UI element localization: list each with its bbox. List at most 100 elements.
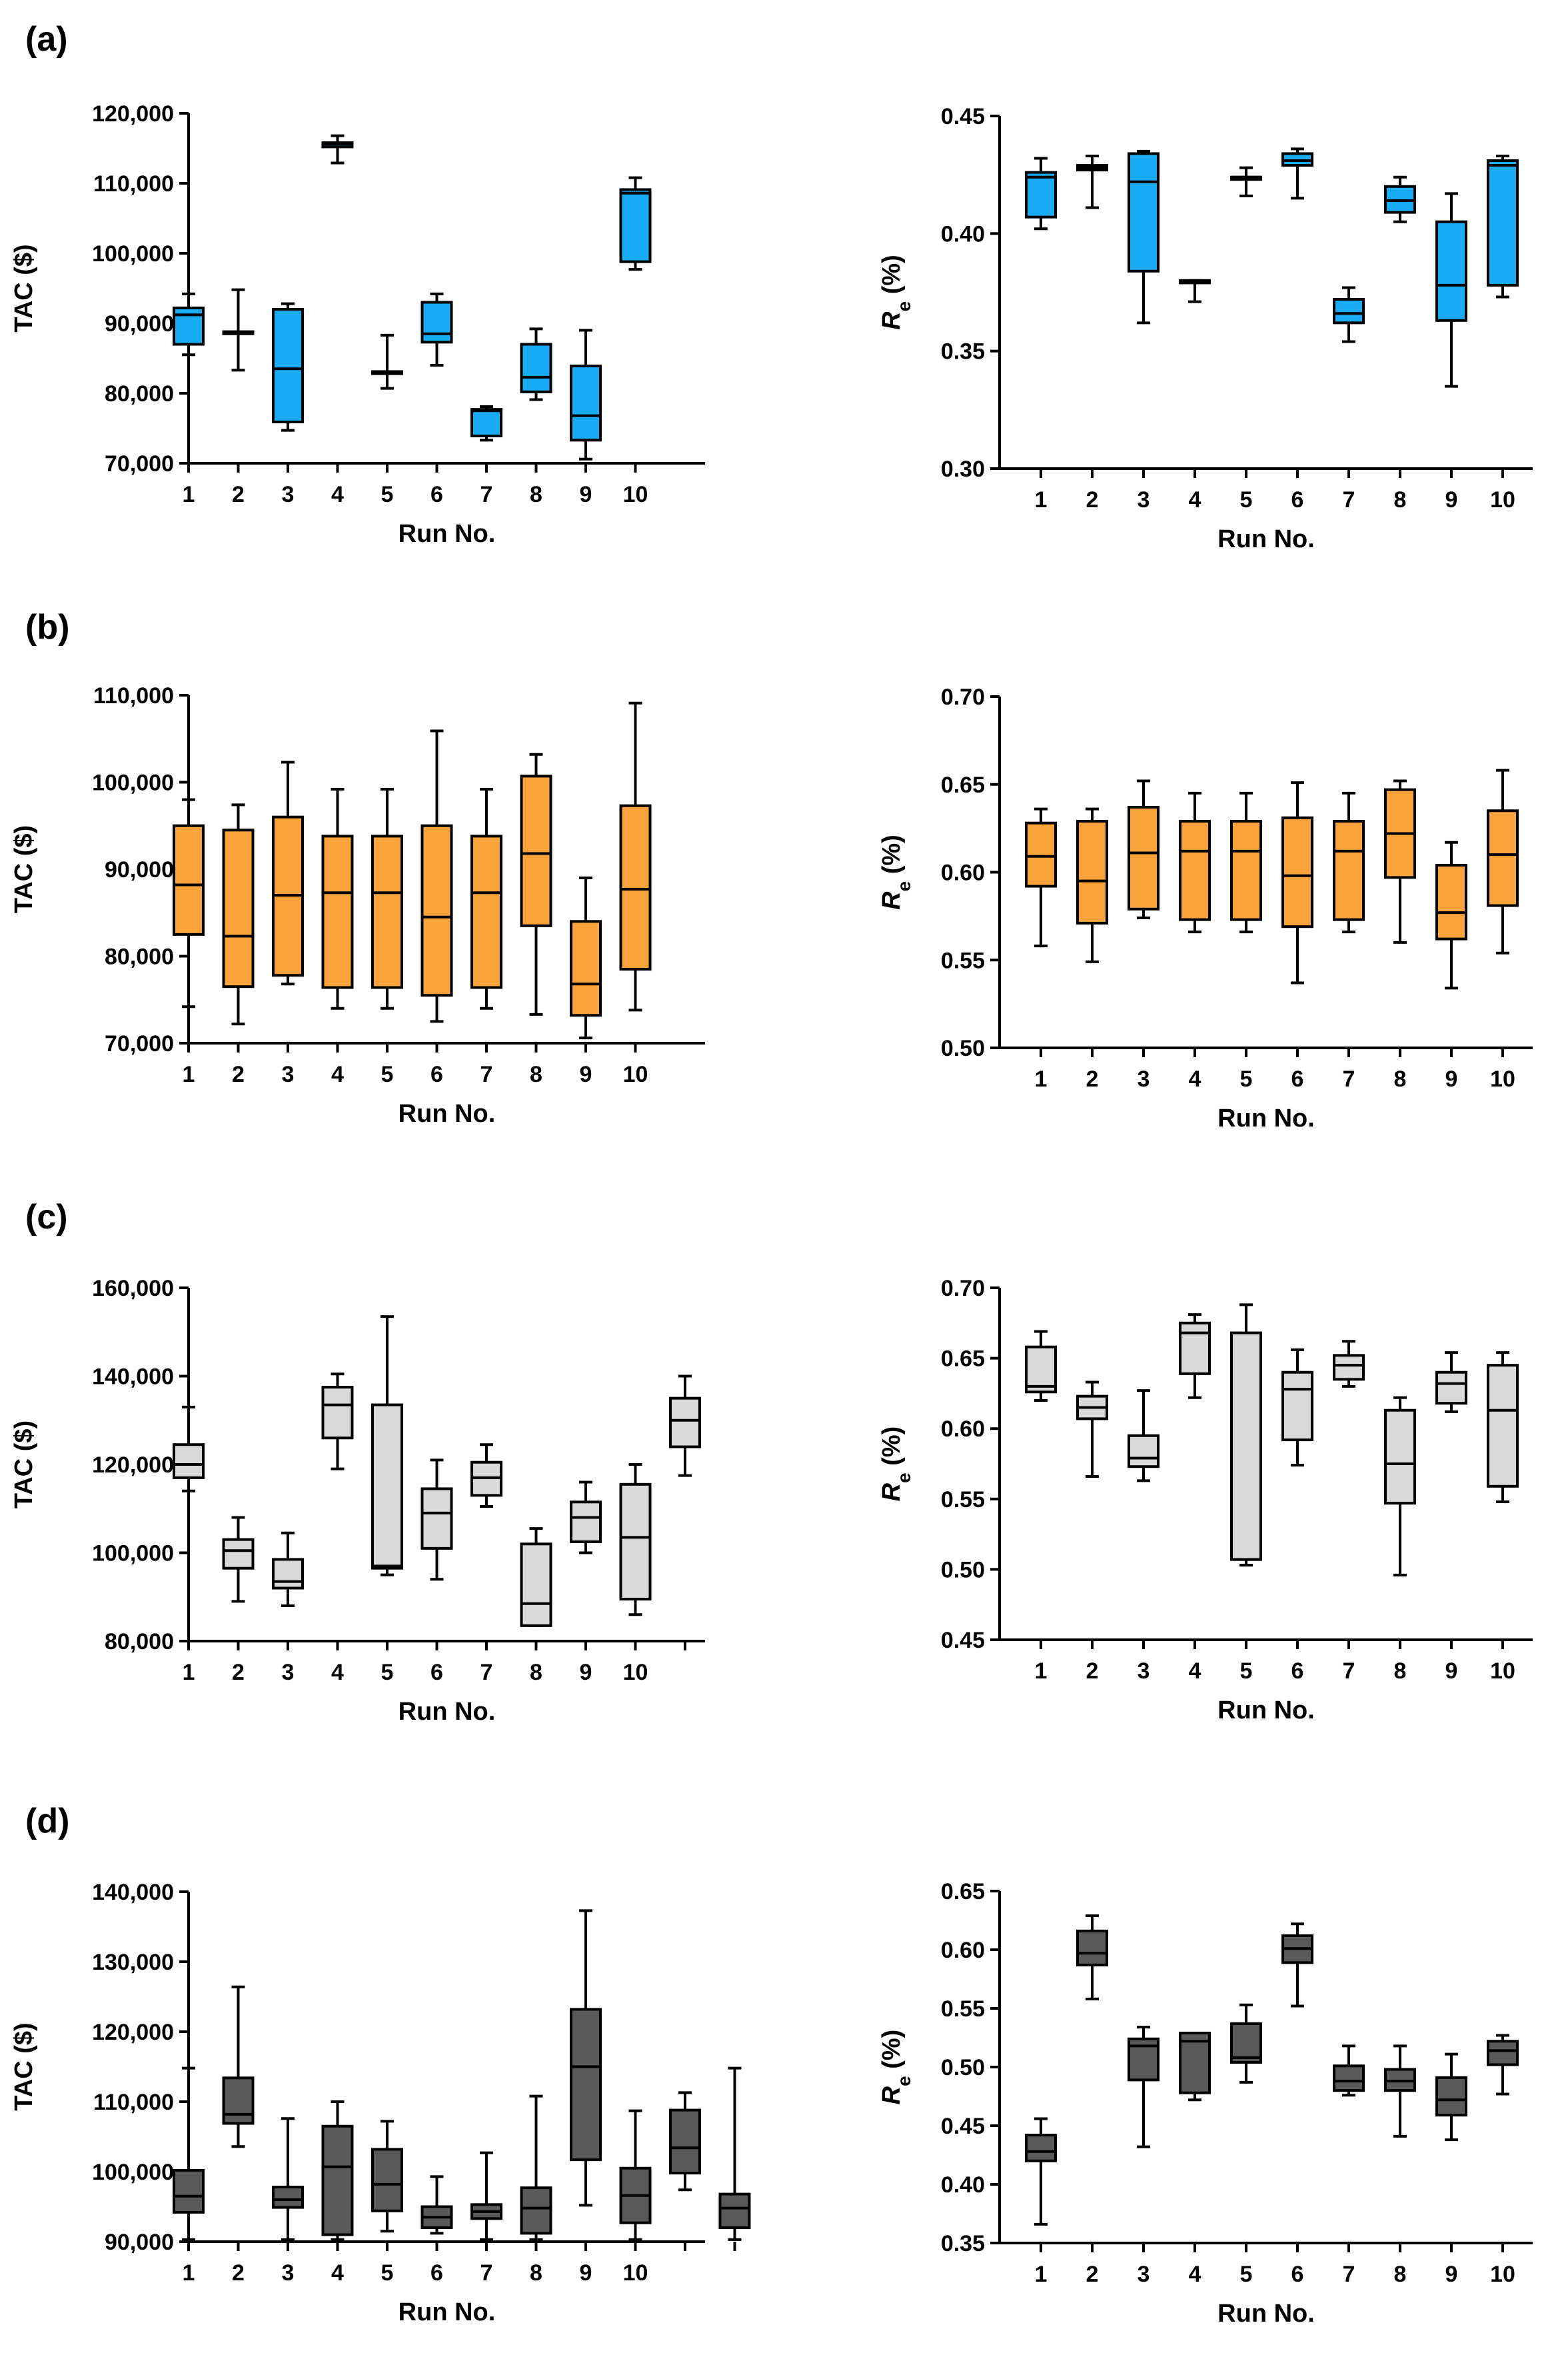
box-iqr: [222, 2076, 255, 2125]
x-tick-label: 5: [381, 482, 394, 507]
y-axis-label: TAC ($): [10, 825, 38, 913]
box-iqr: [1128, 1434, 1160, 1468]
box-iqr: [1333, 820, 1365, 921]
x-tick-label: 7: [1343, 1067, 1355, 1092]
chart-c-tac: 80,000 100,000 120,000 140,000 160,000 1 2 3 4 5 6…: [10, 1276, 705, 1726]
x-tick-label: 7: [1343, 1658, 1355, 1684]
box-iqr: [1435, 863, 1467, 941]
x-tick-label: 4: [331, 2260, 344, 2286]
x-tick-label: 4: [1189, 1067, 1201, 1092]
box-iqr: [1333, 1354, 1365, 1381]
box-iqr: [520, 2186, 552, 2235]
x-axis-label: Run No.: [398, 1698, 496, 1726]
y-tick-label: 110,000: [93, 171, 174, 197]
y-tick-label: 100,000: [92, 241, 174, 267]
y-tick-label: 120,000: [92, 2020, 174, 2045]
box-plot-run-8: [1384, 779, 1416, 944]
box-plot-run-8: [520, 2094, 552, 2241]
box-plot-run-9: [570, 1480, 602, 1554]
box-plot-run-8: [520, 1527, 552, 1627]
y-tick-label: 70,000: [105, 451, 174, 477]
box-plot-run-7: [470, 787, 502, 1010]
box-plot-run-6: [420, 2175, 453, 2235]
x-tick-label: 1: [1035, 1067, 1048, 1092]
x-tick-label: 9: [1445, 2262, 1458, 2287]
box-plot-run-5: [371, 2120, 403, 2233]
box-plot-run-8: [1384, 1396, 1416, 1576]
box-iqr: [1128, 806, 1160, 911]
x-tick-label: 9: [1445, 1067, 1458, 1092]
x-tick-label: 1: [1035, 487, 1048, 513]
x-tick-label: 6: [430, 1062, 443, 1087]
box-iqr: [321, 1386, 354, 1440]
box-iqr: [1230, 1331, 1262, 1561]
panel-label-b: (b): [25, 608, 69, 647]
y-tick-label: 0.55: [941, 1487, 985, 1512]
box-plot-run-9: [570, 329, 602, 461]
box-iqr: [520, 775, 552, 927]
box-plot-run-1: [173, 2066, 205, 2241]
box-iqr: [1076, 820, 1108, 925]
x-tick-label: 10: [623, 482, 648, 507]
box-iqr: [1230, 820, 1262, 921]
x-axis-label: Run No.: [398, 2298, 496, 2326]
box-iqr: [1384, 1408, 1416, 1505]
y-tick-label: 0.60: [941, 1416, 985, 1442]
panel-label-d: (d): [25, 1802, 69, 1840]
box-plot-run-12: [718, 2066, 751, 2241]
box-iqr: [1128, 152, 1160, 273]
box-iqr: [470, 835, 502, 989]
x-tick-label: 6: [430, 482, 443, 507]
box-plot-run-4: [321, 134, 354, 165]
box-iqr: [570, 920, 602, 1017]
y-tick-label: 0.65: [941, 773, 985, 798]
y-tick-label: 100,000: [92, 1541, 174, 1566]
chart-d-tac: 90,000 100,000 110,000 120,000 130,000 140,00…: [10, 1880, 751, 2326]
y-tick-label: 110,000: [93, 2090, 174, 2115]
box-iqr: [570, 365, 602, 442]
box-plot-run-4: [1179, 2031, 1211, 2102]
box-iqr: [520, 1542, 552, 1627]
y-tick-label: 0.45: [941, 104, 985, 129]
box-iqr: [619, 804, 652, 971]
y-tick-label: 70,000: [105, 1031, 174, 1057]
box-plot-run-2: [222, 1516, 255, 1603]
chart-b-tac: 70,000 80,000 90,000 100,000 110,000 1 2 3 4 5 6 7 8…: [10, 683, 705, 1128]
box-plot-run-9: [1435, 1351, 1467, 1413]
y-axis-label: Re (%): [878, 255, 914, 330]
box-iqr: [420, 824, 453, 997]
box-plot-run-8: [520, 753, 552, 1016]
box-plot-run-10: [619, 176, 652, 271]
box-iqr: [1435, 2076, 1467, 2117]
box-iqr: [669, 1396, 701, 1448]
box-plot-run-11: [669, 2091, 701, 2192]
x-tick-label: 2: [232, 2260, 245, 2286]
y-tick-label: 0.60: [941, 1938, 985, 1963]
box-plot-run-8: [520, 327, 552, 401]
x-tick-label: 10: [1490, 487, 1515, 513]
x-tick-label: 9: [1445, 1658, 1458, 1684]
box-iqr: [272, 1558, 304, 1590]
x-tick-label: 10: [1490, 1658, 1515, 1684]
box-plot-run-5: [371, 1315, 403, 1576]
box-iqr: [173, 306, 205, 346]
y-tick-label: 160,000: [92, 1276, 174, 1301]
box-iqr: [470, 408, 502, 438]
box-plot-run-2: [222, 1985, 255, 2148]
box-iqr: [1230, 2022, 1262, 2064]
x-tick-label: 5: [381, 1062, 394, 1087]
y-tick-label: 0.60: [941, 861, 985, 886]
box-plot-run-10: [619, 701, 652, 1012]
box-plot-run-5: [1230, 2003, 1262, 2084]
y-axis-label: Re (%): [878, 835, 914, 910]
x-tick-label: 5: [1240, 487, 1253, 513]
box-iqr: [272, 2186, 304, 2209]
x-tick-label: 2: [232, 1660, 245, 1685]
box-iqr: [272, 308, 304, 424]
x-tick-label: 2: [232, 1062, 245, 1087]
x-axis-label: Run No.: [1217, 525, 1315, 553]
box-iqr: [1281, 1370, 1313, 1442]
x-tick-label: 4: [331, 1062, 344, 1087]
x-tick-label: 10: [623, 2260, 648, 2286]
x-tick-label: 3: [1138, 487, 1150, 513]
